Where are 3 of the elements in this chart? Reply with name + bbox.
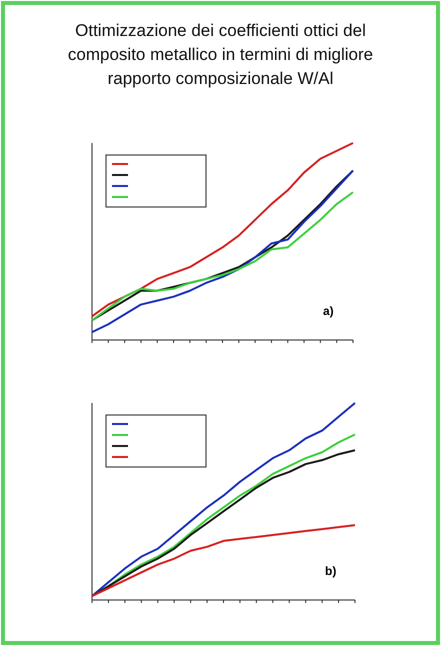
annotation: b) xyxy=(325,564,336,578)
chart-title: Ottimizzazione dei coefficienti ottici del composito metallico in termini di migliore rapporto composizionale W/Al xyxy=(68,21,374,88)
annotation: a) xyxy=(323,304,334,318)
